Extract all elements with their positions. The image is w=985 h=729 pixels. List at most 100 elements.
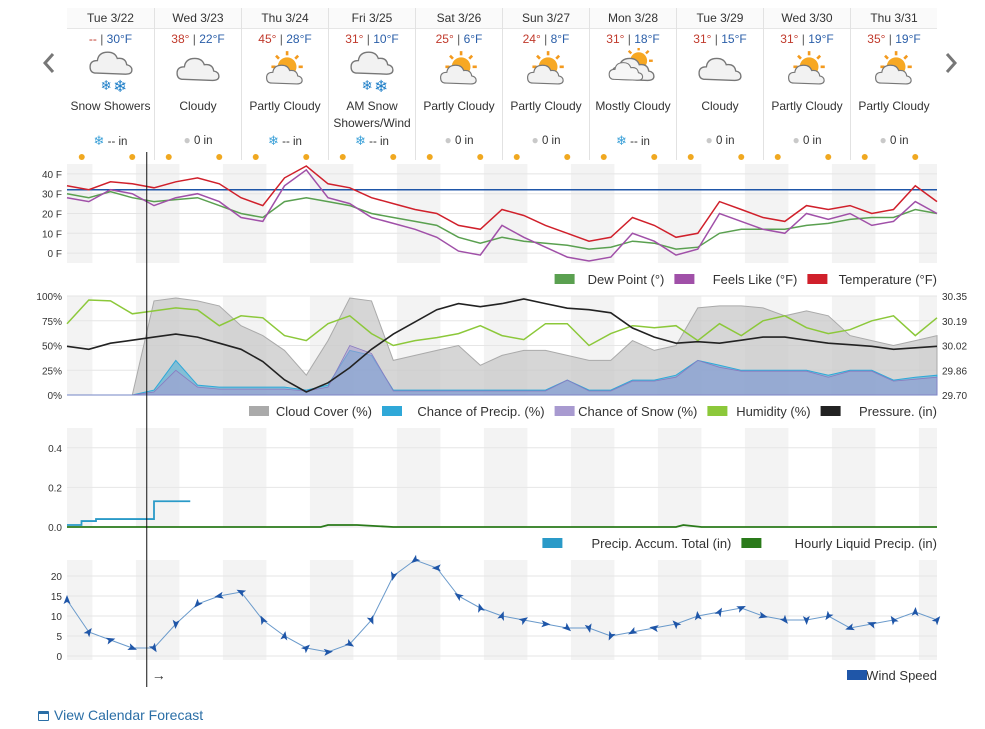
low-temp: 19°F (808, 32, 834, 46)
precip-accum-line (67, 500, 191, 526)
wind-direction-marker (194, 598, 203, 608)
sun-marker (651, 154, 658, 160)
condition-text: Snow Showers (70, 99, 151, 113)
y-tick-label: 20 (51, 572, 63, 583)
wind-direction-marker (411, 554, 421, 564)
wind-direction-marker (561, 622, 572, 632)
legend-label: Temperature (°F) (839, 272, 937, 287)
svg-text:❄: ❄ (362, 78, 373, 93)
condition-text: Mostly Cloudy (595, 99, 671, 113)
next-days-button[interactable] (944, 50, 958, 81)
night-band (657, 560, 676, 660)
dew-point-line (66, 190, 938, 250)
day-temps: -- | 30°F (88, 32, 133, 46)
precip-chart: 0.4 0.2 0.0 Hourly Liquid Precip. (in) Preci… (48, 428, 937, 551)
wind-direction-marker (280, 631, 288, 641)
y-tick-label: 0 (56, 652, 62, 663)
sun-marker (738, 154, 745, 160)
sun-marker (165, 154, 172, 160)
day-column: Wed 3/30 31° | 19°F Partly Cloudy ● 0 in (763, 8, 850, 160)
day-column: Fri 3/25 31° | 10°F ❄ ❄ AM Snow Showers/Wind… (328, 8, 415, 160)
legend-label: Cloud Cover (%) (276, 404, 372, 419)
high-temp: 38° (171, 32, 190, 46)
night-band (502, 560, 528, 660)
day-temps: 24° | 8°F (522, 32, 570, 46)
legend-label: Precip. Accum. Total (in) (591, 536, 731, 551)
wind-direction-marker (366, 614, 374, 625)
day-column: Mon 3/28 31° | 18°F Mostly Cloudy ❄ -- in (589, 8, 676, 160)
view-calendar-link[interactable]: View Calendar Forecast (38, 707, 203, 723)
cloud-icon (176, 57, 220, 82)
y-tick-label: 10 (51, 612, 63, 623)
night-band (67, 560, 93, 660)
sun-marker (252, 154, 259, 160)
high-temp: 24° (522, 32, 541, 46)
weather-icon (764, 48, 850, 96)
wind-direction-marker (649, 625, 659, 633)
night-band (154, 560, 180, 660)
night-band (570, 428, 589, 527)
legend-label: Humidity (%) (736, 404, 810, 419)
y-tick-label: 75% (42, 317, 62, 328)
raindrop-icon: ● (792, 133, 800, 147)
high-temp: 35° (867, 32, 886, 46)
prev-days-button[interactable] (42, 50, 56, 81)
precip-amount: ❄ -- in (242, 133, 328, 149)
wind-direction-marker (779, 614, 788, 624)
night-band (67, 428, 93, 527)
low-temp: 28°F (286, 32, 312, 46)
chevron-right-icon (945, 53, 958, 73)
y-tick-label: 25% (42, 366, 62, 377)
forecast-charts: 40 F 30 F 20 F 10 F 0 F Temperature (°F) Feels… (36, 152, 967, 687)
condition-text: Cloudy (179, 99, 217, 113)
wind-direction-marker (497, 611, 504, 621)
low-temp: 18°F (634, 32, 660, 46)
day-label: Thu 3/31 (851, 8, 937, 29)
precip-value: 0 in (193, 135, 213, 147)
day-column: Thu 3/31 35° | 19°F Partly Cloudy ● 0 in (850, 8, 937, 160)
legend-label: Wind Speed (866, 668, 937, 683)
sun-marker (390, 154, 397, 160)
high-temp: 31° (345, 32, 364, 46)
night-band (396, 560, 415, 660)
wind-direction-marker (736, 606, 746, 613)
y-tick-label: 0.0 (48, 523, 62, 534)
legend-swatch (542, 538, 563, 548)
legend-label: Pressure. (in) (859, 404, 937, 419)
weather-icon: ❄ ❄ (329, 48, 415, 96)
day-label: Wed 3/23 (155, 8, 241, 29)
partly-cloudy-icon (266, 51, 303, 85)
night-band (483, 428, 502, 527)
night-band (241, 560, 267, 660)
wind-direction-marker (300, 644, 310, 654)
legend-swatch (554, 406, 575, 416)
y-tick-label: 40 F (42, 170, 62, 181)
wind-direction-marker (541, 620, 551, 628)
wind-direction-marker (628, 627, 638, 635)
condition-text: Partly Cloudy (423, 99, 495, 113)
precip-value: -- in (630, 136, 650, 148)
day-label: Tue 3/29 (677, 8, 763, 29)
weather-icon (242, 48, 328, 96)
wind-direction-marker (105, 637, 116, 645)
precip-amount: ● 0 in (155, 133, 241, 149)
raindrop-icon: ● (444, 133, 452, 147)
wind-direction-marker (148, 642, 157, 653)
day-temps: 35° | 19°F (867, 32, 921, 46)
night-band (744, 428, 763, 527)
raindrop-icon: ● (183, 133, 191, 147)
day-temps: 38° | 22°F (171, 32, 225, 46)
precip-value: 0 in (715, 135, 735, 147)
night-band (415, 428, 441, 527)
weather-icon (677, 48, 763, 96)
y-tick-label: 100% (36, 292, 62, 303)
sun-marker (477, 154, 484, 160)
y2-tick-label: 30.02 (942, 342, 967, 353)
precip-amount: ● 0 in (416, 133, 502, 149)
sun-marker (564, 154, 571, 160)
night-band (589, 428, 615, 527)
night-band (763, 428, 789, 527)
wind-chart: 20 15 10 5 0 Wind Speed (51, 554, 941, 683)
weather-icon (503, 48, 589, 96)
precip-amount: ❄ -- in (67, 133, 154, 149)
